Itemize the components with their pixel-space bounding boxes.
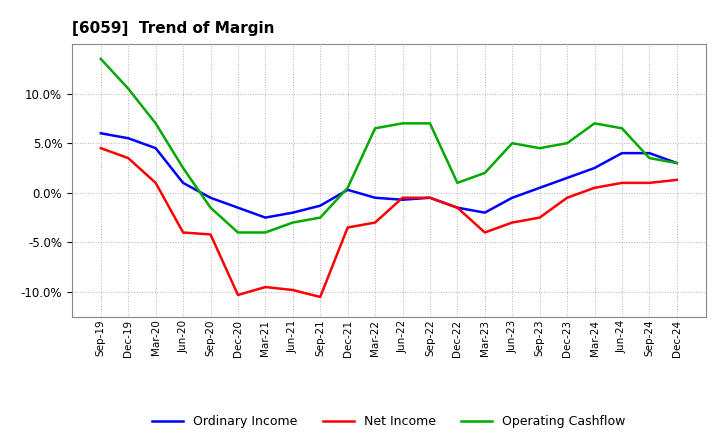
Ordinary Income <box>645 150 654 156</box>
Line: Net Income: Net Income <box>101 148 677 297</box>
Net Income <box>453 205 462 210</box>
Net Income <box>233 292 242 297</box>
Ordinary Income <box>206 195 215 200</box>
Operating Cashflow <box>179 165 187 171</box>
Ordinary Income <box>398 197 407 202</box>
Operating Cashflow <box>316 215 325 220</box>
Net Income <box>508 220 516 225</box>
Net Income <box>645 180 654 186</box>
Operating Cashflow <box>645 155 654 161</box>
Operating Cashflow <box>618 126 626 131</box>
Legend: Ordinary Income, Net Income, Operating Cashflow: Ordinary Income, Net Income, Operating C… <box>147 411 631 433</box>
Operating Cashflow <box>261 230 270 235</box>
Net Income <box>289 287 297 293</box>
Operating Cashflow <box>343 185 352 191</box>
Net Income <box>590 185 599 191</box>
Ordinary Income <box>233 205 242 210</box>
Net Income <box>371 220 379 225</box>
Ordinary Income <box>289 210 297 215</box>
Operating Cashflow <box>563 140 572 146</box>
Operating Cashflow <box>398 121 407 126</box>
Operating Cashflow <box>371 126 379 131</box>
Ordinary Income <box>343 187 352 192</box>
Ordinary Income <box>426 195 434 200</box>
Operating Cashflow <box>672 161 681 166</box>
Operating Cashflow <box>233 230 242 235</box>
Operating Cashflow <box>536 146 544 151</box>
Ordinary Income <box>563 175 572 180</box>
Net Income <box>206 232 215 237</box>
Operating Cashflow <box>96 56 105 62</box>
Net Income <box>536 215 544 220</box>
Operating Cashflow <box>151 121 160 126</box>
Text: [6059]  Trend of Margin: [6059] Trend of Margin <box>72 21 274 36</box>
Ordinary Income <box>480 210 489 215</box>
Operating Cashflow <box>508 140 516 146</box>
Net Income <box>426 195 434 200</box>
Ordinary Income <box>179 180 187 186</box>
Operating Cashflow <box>289 220 297 225</box>
Operating Cashflow <box>206 205 215 210</box>
Net Income <box>96 146 105 151</box>
Ordinary Income <box>261 215 270 220</box>
Ordinary Income <box>672 161 681 166</box>
Ordinary Income <box>151 146 160 151</box>
Line: Ordinary Income: Ordinary Income <box>101 133 677 218</box>
Operating Cashflow <box>124 86 132 91</box>
Ordinary Income <box>618 150 626 156</box>
Operating Cashflow <box>480 170 489 176</box>
Net Income <box>480 230 489 235</box>
Ordinary Income <box>124 136 132 141</box>
Operating Cashflow <box>426 121 434 126</box>
Net Income <box>261 284 270 290</box>
Ordinary Income <box>536 185 544 191</box>
Ordinary Income <box>453 205 462 210</box>
Ordinary Income <box>590 165 599 171</box>
Ordinary Income <box>371 195 379 200</box>
Net Income <box>563 195 572 200</box>
Net Income <box>151 180 160 186</box>
Ordinary Income <box>508 195 516 200</box>
Net Income <box>672 177 681 183</box>
Ordinary Income <box>316 203 325 208</box>
Ordinary Income <box>96 131 105 136</box>
Operating Cashflow <box>453 180 462 186</box>
Net Income <box>343 225 352 230</box>
Net Income <box>179 230 187 235</box>
Net Income <box>618 180 626 186</box>
Line: Operating Cashflow: Operating Cashflow <box>101 59 677 232</box>
Net Income <box>398 195 407 200</box>
Net Income <box>316 294 325 300</box>
Net Income <box>124 155 132 161</box>
Operating Cashflow <box>590 121 599 126</box>
